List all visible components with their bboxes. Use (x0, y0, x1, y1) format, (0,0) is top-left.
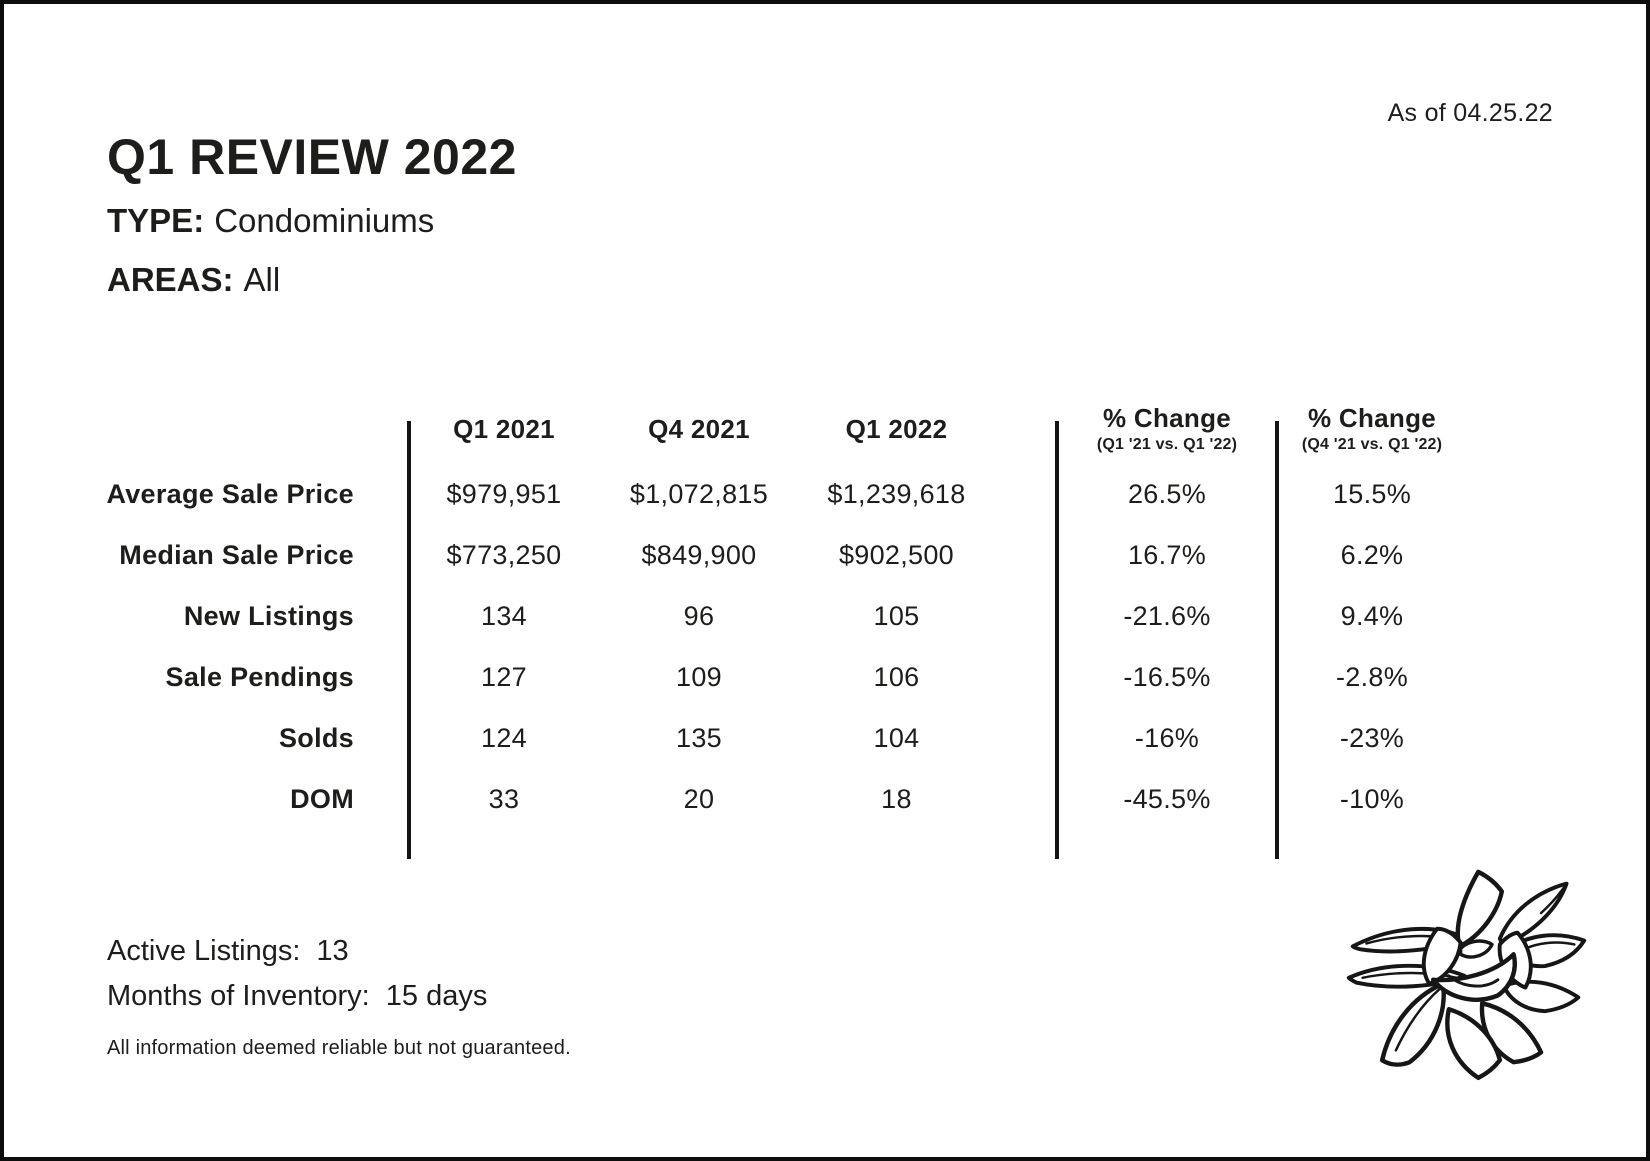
column-header-q1-2021: Q1 2021 (453, 413, 555, 444)
change-2-subtitle: (Q4 '21 vs. Q1 '22) (1301, 435, 1443, 453)
type-line: TYPE: Condominiums (107, 199, 517, 244)
cell-change-1: 16.7% (1127, 540, 1207, 570)
cell-q1-2022: $1,239,618 (827, 479, 966, 509)
cell-q1-2021: 134 (481, 601, 527, 631)
cell-change-1: 26.5% (1127, 479, 1207, 509)
cell-q4-2021: $1,072,815 (629, 479, 769, 509)
row-label: Sale Pendings (165, 662, 354, 692)
cell-q1-2022: 105 (873, 601, 920, 631)
active-listings-value: 13 (316, 935, 349, 967)
as-of-date: As of 04.25.22 (1387, 99, 1553, 127)
cell-q1-2022: 104 (873, 723, 920, 753)
cell-change-1: -16.5% (1123, 662, 1211, 692)
page-title: Q1 REVIEW 2022 (107, 129, 517, 185)
title-block: Q1 REVIEW 2022 TYPE: Condominiums AREAS: A… (107, 130, 517, 302)
row-label: New Listings (183, 601, 354, 631)
months-inventory-value: 15 days (385, 980, 488, 1012)
change-2-title: % Change (1307, 403, 1437, 434)
report-table: Q1 2021 Q4 2021 Q1 2022 % Change (Q1 '21… (4, 394, 1467, 830)
footer-block: Active Listings: 13 Months of Inventory: 1… (107, 937, 571, 1060)
active-listings-label: Active Listings: (107, 935, 301, 967)
table-header-row: Q1 2021 Q4 2021 Q1 2022 % Change (Q1 '21… (4, 394, 1467, 464)
months-inventory-line: Months of Inventory: 15 days (107, 982, 571, 1011)
change-1-subtitle: (Q1 '21 vs. Q1 '22) (1096, 435, 1238, 453)
table-row-median-sale-price: Median Sale Price $773,250 $849,900 $902… (4, 525, 1467, 586)
cell-change-2: 6.2% (1340, 540, 1404, 570)
cell-q1-2021: 33 (488, 784, 520, 814)
cell-change-2: 15.5% (1332, 479, 1412, 509)
cell-q1-2022: $902,500 (838, 540, 954, 570)
cell-q1-2022: 18 (881, 784, 912, 814)
table-divider-line-2 (1055, 421, 1059, 859)
areas-value: All (243, 260, 281, 298)
row-label: DOM (290, 784, 354, 814)
cell-q4-2021: 96 (683, 601, 715, 631)
cell-q4-2021: 20 (683, 784, 715, 814)
cell-q1-2021: $979,951 (446, 479, 562, 509)
table-divider-line-1 (407, 421, 411, 859)
column-header-change-2: % Change (Q4 '21 vs. Q1 '22) (1277, 403, 1467, 454)
cell-q4-2021: 135 (676, 723, 722, 753)
cell-q4-2021: 109 (676, 662, 722, 692)
column-header-q1-2022: Q1 2022 (845, 413, 948, 444)
type-label: TYPE: (107, 202, 205, 239)
column-header-change-1: % Change (Q1 '21 vs. Q1 '22) (1057, 403, 1277, 454)
cell-change-2: -10% (1339, 784, 1405, 814)
cell-change-2: -23% (1339, 723, 1405, 753)
table-row-dom: DOM 33 20 18 -45.5% -10% (4, 769, 1467, 830)
cell-q4-2021: $849,900 (641, 540, 757, 570)
row-label: Median Sale Price (119, 540, 354, 570)
table-row-average-sale-price: Average Sale Price $979,951 $1,072,815 $… (4, 464, 1467, 525)
cell-q1-2021: 127 (481, 662, 527, 692)
table-divider-line-3 (1275, 421, 1279, 859)
magnolia-flower-icon (1346, 869, 1587, 1081)
cell-change-2: 9.4% (1340, 601, 1404, 631)
months-inventory-label: Months of Inventory: (107, 980, 370, 1012)
column-header-q4-2021: Q4 2021 (648, 413, 750, 444)
table-row-new-listings: New Listings 134 96 105 -21.6% 9.4% (4, 586, 1467, 647)
cell-change-1: -21.6% (1123, 601, 1211, 631)
table-row-sale-pendings: Sale Pendings 127 109 106 -16.5% -2.8% (4, 647, 1467, 708)
cell-q1-2021: 124 (481, 723, 527, 753)
areas-line: AREAS: All (107, 258, 517, 303)
cell-q1-2021: $773,250 (446, 540, 562, 570)
row-label: Solds (278, 723, 354, 753)
table-row-solds: Solds 124 135 104 -16% -23% (4, 708, 1467, 769)
cell-change-1: -45.5% (1123, 784, 1211, 814)
active-listings-line: Active Listings: 13 (107, 937, 571, 966)
type-value: Condominiums (214, 202, 435, 239)
row-label: Average Sale Price (106, 479, 354, 509)
areas-label: AREAS: (107, 260, 234, 298)
disclaimer-text: All information deemed reliable but not … (107, 1037, 571, 1059)
cell-q1-2022: 106 (873, 662, 920, 692)
cell-change-1: -16% (1134, 723, 1200, 753)
change-1-title: % Change (1102, 403, 1232, 434)
cell-change-2: -2.8% (1335, 662, 1409, 692)
